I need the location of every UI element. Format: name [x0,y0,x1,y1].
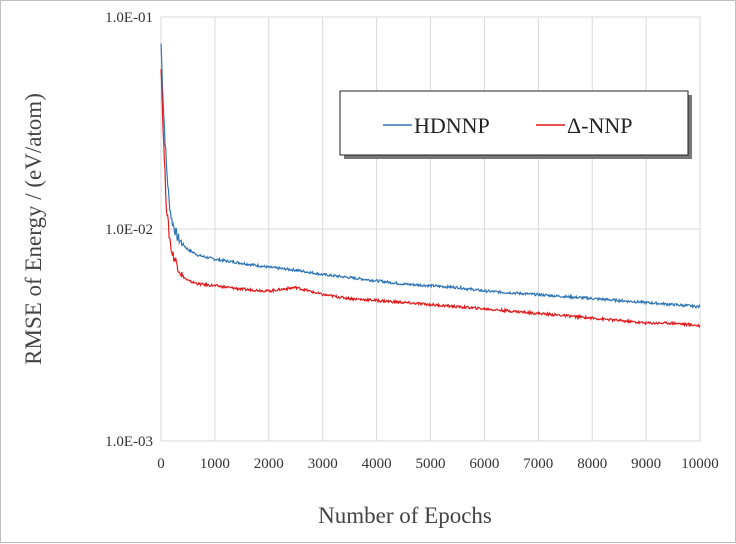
x-tick-label: 1000 [200,456,230,472]
y-tick-label: 1.0E-02 [105,222,153,238]
x-axis-title: Number of Epochs [318,503,492,528]
series-layer [160,43,701,329]
legend: HDNNP Δ-NNP [339,90,692,159]
x-tick-labels: 0 1000 2000 3000 4000 5000 6000 7000 8000 9000 100… [157,456,719,472]
gridlines [160,16,701,442]
plot-area [160,16,701,442]
x-tick-label: 3000 [308,456,338,472]
y-axis-title: RMSE of Energy / (eV/atom) [21,93,46,365]
x-tick-label: 2000 [254,456,284,472]
series-line-hdnnp [160,43,701,309]
x-tick-label: 5000 [416,456,446,472]
x-tick-label: 4000 [362,456,392,472]
y-tick-labels: 1.0E-03 1.0E-02 1.0E-01 [105,10,153,450]
x-tick-label: 7000 [523,456,553,472]
x-tick-label: 6000 [469,456,499,472]
legend-box [339,90,689,156]
x-tick-label: 9000 [631,456,661,472]
legend-label-delta-nnp: Δ-NNP [567,113,632,138]
y-tick-label: 1.0E-01 [105,10,153,26]
series-line-delta-nnp [160,69,701,329]
y-tick-label: 1.0E-03 [105,434,153,450]
x-tick-label: 10000 [681,456,719,472]
x-tick-label: 8000 [577,456,607,472]
legend-label-hdnnp: HDNNP [414,113,490,138]
plot-border [160,16,701,442]
x-tick-label: 0 [157,456,165,472]
